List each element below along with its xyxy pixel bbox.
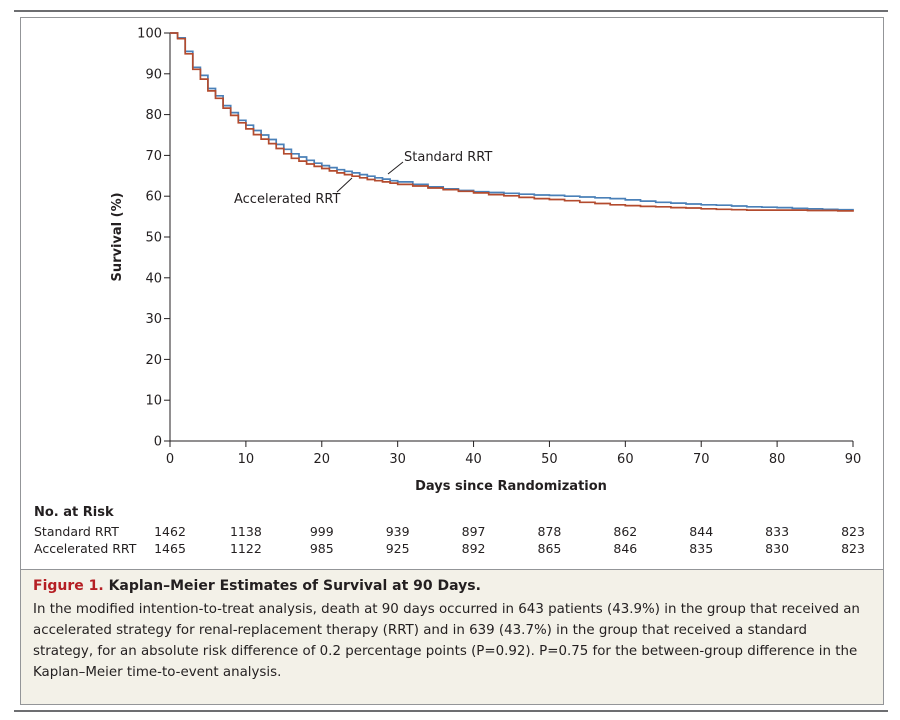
- top-rule: [14, 10, 888, 12]
- y-tick-label: 80: [145, 108, 162, 123]
- y-tick-label: 90: [145, 67, 162, 82]
- figure-caption: Figure 1. Kaplan–Meier Estimates of Surv…: [21, 569, 883, 704]
- x-tick-label: 90: [845, 452, 862, 467]
- caption-title: Kaplan–Meier Estimates of Survival at 90…: [108, 578, 481, 594]
- series-line-standard-rrt: [170, 32, 854, 211]
- standard-leader-line: [387, 161, 404, 175]
- risk-cell: 985: [309, 541, 334, 556]
- figure-number: Figure 1.: [33, 578, 104, 594]
- risk-cell: 892: [461, 541, 486, 556]
- risk-row-label: Accelerated RRT: [34, 541, 137, 556]
- bottom-rule: [14, 710, 888, 712]
- y-axis-label: Survival (%): [110, 192, 125, 281]
- y-tick-label: 20: [145, 353, 162, 368]
- risk-cell: 823: [841, 524, 865, 539]
- x-tick-label: 40: [465, 452, 482, 467]
- accelerated-leader-line: [336, 177, 353, 193]
- series-layer: [170, 32, 854, 212]
- risk-cell: 878: [537, 524, 562, 539]
- km-survival-chart: 0 10 20 30 40 50 60 70 80 90 100 0 10 20 30 40 50 60 70 80 9…: [110, 27, 861, 495]
- y-tick-label: 70: [145, 149, 162, 164]
- risk-cell: 823: [841, 541, 865, 556]
- axes: 0 10 20 30 40 50 60 70 80 90 100 0 10 20 30 40 50 60 70 80 9…: [137, 27, 861, 468]
- x-tick-label: 80: [769, 452, 786, 467]
- x-tick-label: 30: [389, 452, 406, 467]
- risk-cell: 835: [689, 541, 714, 556]
- risk-cell: 865: [537, 541, 562, 556]
- x-tick-label: 0: [166, 452, 174, 467]
- caption-text: In the modified intention-to-treat analy…: [33, 602, 860, 680]
- risk-cell: 925: [385, 541, 410, 556]
- risk-cell: 1138: [229, 524, 262, 539]
- y-tick-label: 60: [145, 190, 162, 205]
- figure-frame: [20, 17, 884, 705]
- x-tick-label: 50: [541, 452, 558, 467]
- risk-cell: 1462: [154, 524, 186, 539]
- y-tick-label: 30: [145, 312, 162, 327]
- series-line-accelerated-rrt: [170, 32, 854, 212]
- risk-cell: 897: [461, 524, 486, 539]
- caption-heading: Figure 1. Kaplan–Meier Estimates of Surv…: [33, 578, 869, 594]
- risk-cell: 830: [765, 541, 790, 556]
- accelerated-rrt-annotation: Accelerated RRT: [234, 192, 340, 207]
- x-tick-label: 20: [314, 452, 331, 467]
- x-axis-label: Days since Randomization: [415, 479, 607, 494]
- risk-row-label: Standard RRT: [34, 524, 119, 539]
- risk-cell: 833: [765, 524, 790, 539]
- risk-cell: 1122: [229, 541, 262, 556]
- standard-rrt-annotation: Standard RRT: [404, 150, 492, 165]
- x-tick-label: 10: [238, 452, 255, 467]
- y-tick-label: 50: [145, 231, 162, 246]
- y-tick-label: 100: [137, 27, 162, 42]
- y-tick-label: 10: [145, 394, 162, 409]
- risk-cell: 1465: [154, 541, 186, 556]
- risk-cell: 999: [309, 524, 334, 539]
- risk-table-title: No. at Risk: [34, 505, 114, 520]
- risk-cell: 862: [613, 524, 638, 539]
- risk-cell: 844: [689, 524, 714, 539]
- risk-cell: 846: [613, 541, 638, 556]
- risk-cell: 939: [385, 524, 410, 539]
- x-tick-label: 70: [693, 452, 710, 467]
- y-tick-label: 40: [145, 271, 162, 286]
- x-tick-label: 60: [617, 452, 634, 467]
- y-tick-label: 0: [154, 435, 162, 450]
